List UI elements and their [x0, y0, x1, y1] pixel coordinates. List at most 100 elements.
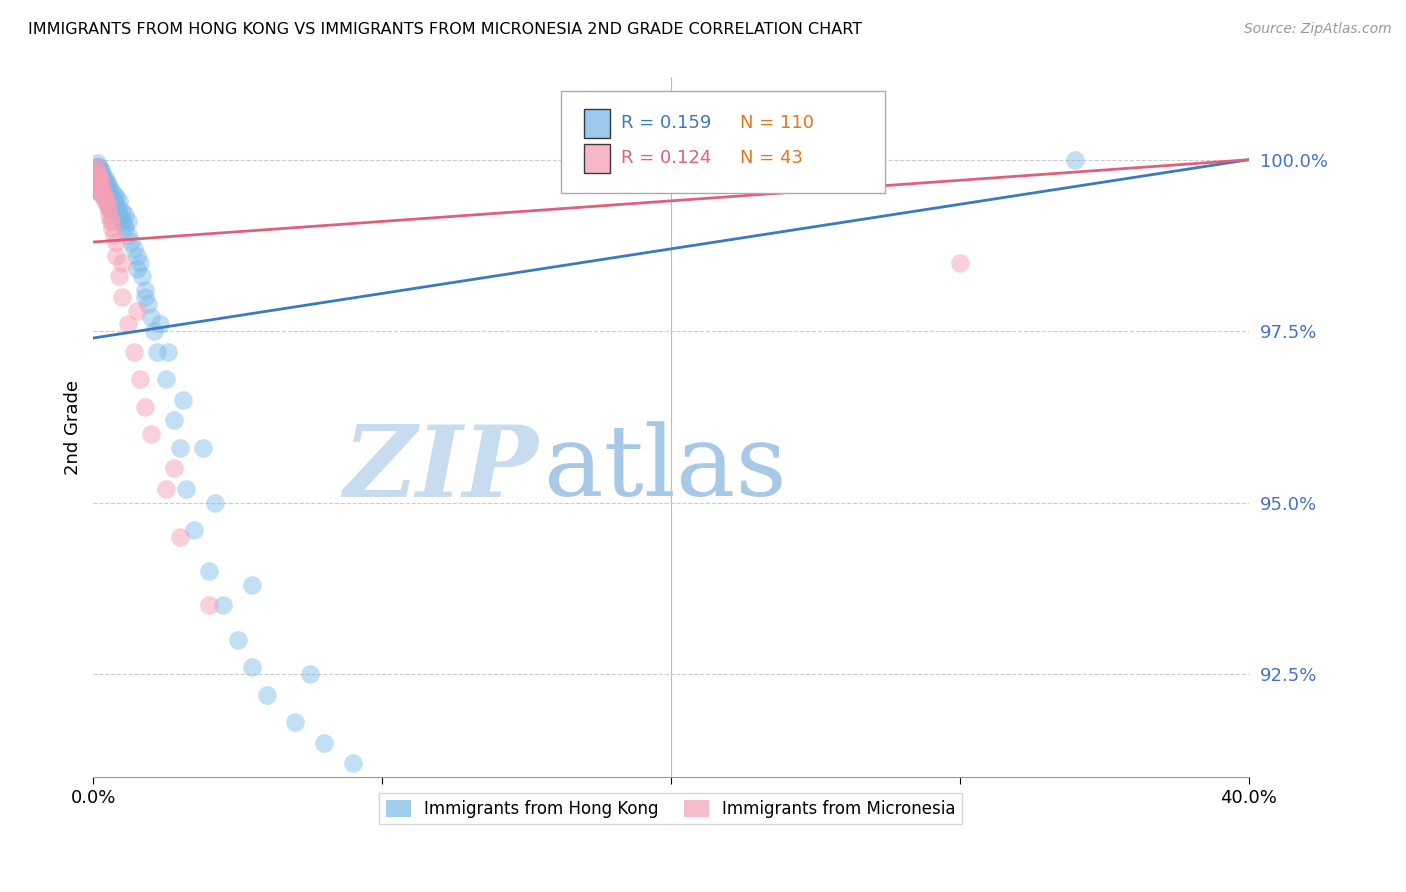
Point [117, 318, 139, 332]
Point [84, 160, 107, 174]
Point [100, 184, 122, 198]
Point [143, 324, 166, 338]
Point [240, 660, 263, 674]
Point [172, 392, 194, 407]
Point [91, 187, 114, 202]
Point [93, 173, 115, 187]
Text: Source: ZipAtlas.com: Source: ZipAtlas.com [1244, 22, 1392, 37]
Y-axis label: 2nd Grade: 2nd Grade [65, 380, 82, 475]
Point [86, 173, 108, 187]
Point [114, 221, 136, 235]
Point [97, 177, 120, 191]
Point [108, 269, 131, 284]
Point [314, 735, 336, 749]
Point [97, 197, 120, 211]
Point [84, 173, 107, 187]
Point [91, 184, 114, 198]
Point [117, 214, 139, 228]
Point [89, 180, 111, 194]
Point [87, 184, 110, 198]
Point [84, 160, 107, 174]
Point [96, 187, 118, 202]
Point [97, 201, 120, 215]
Point [87, 169, 110, 184]
Point [90, 187, 112, 202]
Point [107, 201, 129, 215]
Point [101, 221, 124, 235]
Point [89, 177, 111, 191]
Point [94, 184, 117, 198]
Point [87, 160, 110, 174]
Legend: Immigrants from Hong Kong, Immigrants from Micronesia: Immigrants from Hong Kong, Immigrants fr… [380, 793, 963, 824]
Point [97, 184, 120, 198]
Point [101, 201, 124, 215]
Point [93, 180, 115, 194]
Point [87, 184, 110, 198]
Text: atlas: atlas [544, 421, 786, 517]
Point [342, 756, 364, 771]
Point [108, 194, 131, 208]
Point [163, 461, 186, 475]
Point [96, 173, 118, 187]
Point [163, 413, 186, 427]
Point [86, 177, 108, 191]
Point [128, 255, 150, 269]
Point [100, 214, 122, 228]
Point [111, 214, 134, 228]
Point [87, 163, 110, 178]
Point [86, 166, 108, 180]
Point [90, 173, 112, 187]
Point [105, 249, 128, 263]
Point [103, 228, 125, 243]
Point [284, 714, 307, 729]
Point [146, 344, 169, 359]
Point [149, 318, 172, 332]
Point [120, 235, 142, 249]
Point [155, 372, 177, 386]
Point [169, 530, 191, 544]
Point [125, 249, 148, 263]
Point [86, 173, 108, 187]
Point [108, 208, 131, 222]
Point [90, 173, 112, 187]
Text: R = 0.124: R = 0.124 [621, 149, 711, 167]
Point [134, 290, 156, 304]
Point [96, 194, 118, 208]
Point [94, 177, 117, 191]
Point [83, 163, 105, 178]
Point [212, 599, 235, 613]
Point [90, 184, 112, 198]
Point [191, 441, 214, 455]
Point [93, 177, 115, 191]
Point [96, 180, 118, 194]
Point [93, 190, 115, 204]
Point [100, 190, 122, 204]
Text: N = 43: N = 43 [741, 149, 803, 167]
Point [87, 177, 110, 191]
Point [91, 177, 114, 191]
Point [87, 173, 110, 187]
Point [125, 262, 148, 277]
Point [93, 187, 115, 202]
Point [84, 166, 107, 180]
Point [111, 204, 134, 219]
Point [91, 184, 114, 198]
Point [169, 441, 191, 455]
Point [90, 169, 112, 184]
Point [105, 204, 128, 219]
Point [91, 180, 114, 194]
Point [87, 169, 110, 184]
Point [94, 194, 117, 208]
Point [100, 204, 122, 219]
Point [84, 169, 107, 184]
Point [96, 194, 118, 208]
Point [157, 344, 180, 359]
Point [90, 173, 112, 187]
Point [87, 180, 110, 194]
FancyBboxPatch shape [585, 144, 610, 173]
Point [174, 482, 197, 496]
Point [83, 163, 105, 178]
Text: N = 110: N = 110 [741, 114, 814, 132]
Point [94, 187, 117, 202]
Point [183, 523, 205, 537]
